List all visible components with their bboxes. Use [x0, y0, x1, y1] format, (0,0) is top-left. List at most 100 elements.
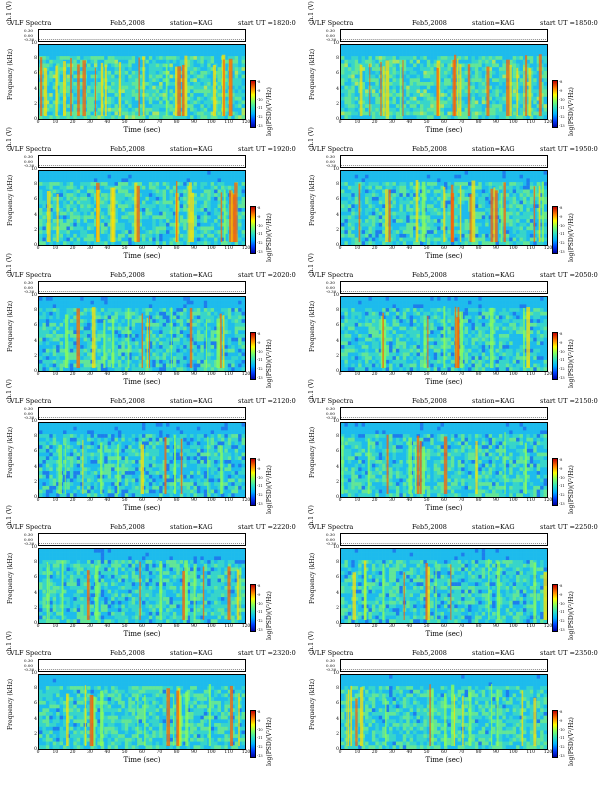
time-tick: 110	[526, 372, 535, 377]
colorbar-tick: -13	[559, 124, 565, 128]
spectral-burst	[104, 64, 107, 117]
time-ticks: 0 10 20 30 40 50 60 70 80 90 100 110 120	[339, 624, 553, 630]
spectral-burst	[176, 690, 180, 747]
colorbar-tick: -10	[257, 223, 263, 228]
colorbar-tick: -12	[559, 745, 565, 750]
frequency-tick: 8	[34, 434, 37, 440]
spectral-burst	[180, 438, 183, 495]
time-tick: 70	[156, 246, 163, 251]
spectrogram-panel: VLF Spectra Feb5,2008 station=KAG start UT …	[306, 253, 598, 393]
colorbar-ticks: -8 -9 -10 -11 -12 -13	[257, 80, 263, 128]
amplitude-axis-label: ch.1 (V)	[6, 631, 13, 655]
amplitude-ticks: 0.30 0.00 -0.30	[24, 28, 34, 43]
time-tick: 110	[224, 120, 233, 125]
spectral-burst	[462, 695, 464, 747]
spectrogram-panel: VLF Spectra Feb5,2008 station=KAG start UT …	[4, 127, 296, 267]
frequency-tick: 2	[336, 605, 339, 611]
time-tick: 40	[406, 750, 413, 755]
time-ticks: 0 10 20 30 40 50 60 70 80 90 100 110 120	[37, 246, 251, 252]
colorbar-ticks: -8 -9 -10 -11 -12 -13	[559, 584, 565, 632]
frequency-ticks: 0 2 4 6 8 10	[330, 41, 339, 122]
amplitude-tick: 0.30	[24, 154, 33, 159]
amplitude-tick: -0.30	[24, 163, 35, 169]
frequency-tick: 4	[34, 212, 37, 218]
colorbar-tick: -11	[559, 736, 565, 741]
frequency-tick: 2	[336, 479, 339, 485]
colorbar-tick: -10	[559, 475, 565, 480]
spectral-burst	[202, 566, 205, 621]
time-tick: 50	[121, 372, 128, 377]
time-axis-label: Time (sec)	[123, 756, 161, 764]
frequency-ticks: 0 2 4 6 8 10	[28, 41, 37, 122]
time-tick: 110	[224, 750, 233, 755]
colorbar-ticks: -8 -9 -10 -11 -12 -13	[257, 206, 263, 254]
spectral-burst	[95, 565, 99, 621]
spectral-burst	[419, 440, 422, 495]
frequency-tick: 10	[31, 41, 37, 46]
spectral-burst	[421, 446, 425, 495]
frequency-axis-label: Frequency (kHz)	[309, 426, 316, 478]
colorbar-tick: -13	[257, 376, 263, 380]
time-tick: 120	[543, 498, 553, 503]
colorbar-tick: -8	[559, 584, 563, 588]
amplitude-axis-label: ch.1 (V)	[308, 127, 315, 151]
amplitude-axis-label: ch.1 (V)	[308, 1, 315, 25]
spectral-burst	[523, 64, 525, 117]
colorbar-label: log(PSD)(V²/Hz)	[266, 591, 273, 640]
spectrogram-plot	[38, 296, 246, 372]
frequency-tick: 10	[333, 671, 339, 676]
time-tick: 10	[354, 750, 361, 755]
colorbar-tick: -10	[559, 349, 565, 354]
colorbar	[552, 332, 558, 380]
time-tick: 20	[69, 750, 76, 755]
colorbar-tick: -8	[559, 80, 563, 84]
frequency-tick: 0	[34, 369, 37, 374]
colorbar-tick: -10	[559, 223, 565, 228]
spectrogram-image	[341, 675, 547, 749]
colorbar-ticks: -8 -9 -10 -11 -12 -13	[559, 206, 565, 254]
spectrogram-panel: VLF Spectra Feb5,2008 station=KAG start UT …	[4, 631, 296, 771]
panel-start-time: start UT =2250:0	[540, 523, 598, 531]
time-tick: 110	[526, 246, 535, 251]
time-tick: 40	[406, 372, 413, 377]
amplitude-ticks: 0.30 0.00 -0.30	[24, 280, 34, 295]
panel-station: station=KAG	[472, 19, 515, 27]
spectral-burst	[100, 62, 104, 117]
time-tick: 60	[139, 246, 145, 251]
spectral-burst	[469, 194, 471, 243]
panel-start-time: start UT =1820:0	[238, 19, 296, 27]
panel-title: VLF Spectra	[10, 145, 52, 153]
spectral-burst	[347, 689, 350, 747]
spectrogram-plot	[38, 674, 246, 750]
colorbar-label: log(PSD)(V²/Hz)	[568, 591, 575, 640]
amplitude-tick: 0.30	[326, 658, 335, 663]
spectral-burst	[232, 194, 236, 243]
panel-date: Feb5,2008	[110, 397, 145, 405]
time-tick: 120	[543, 120, 553, 125]
spectral-burst	[457, 58, 459, 117]
frequency-tick: 6	[34, 449, 37, 455]
panel-date: Feb5,2008	[412, 523, 447, 531]
time-tick: 0	[36, 372, 40, 377]
time-ticks: 0 10 20 30 40 50 60 70 80 90 100 110 120	[37, 120, 251, 126]
time-tick: 60	[441, 372, 447, 377]
spectrogram-image	[341, 297, 547, 371]
spectral-burst	[385, 698, 387, 747]
frequency-ticks: 0 2 4 6 8 10	[28, 293, 37, 374]
spectral-burst	[421, 181, 426, 243]
time-tick: 90	[493, 246, 499, 251]
time-tick: 10	[52, 624, 59, 629]
colorbar-tick: -8	[257, 332, 261, 336]
colorbar-tick: -9	[257, 592, 261, 597]
spectral-burst	[229, 190, 232, 243]
time-tick: 120	[543, 750, 553, 755]
spectrogram-plot	[340, 422, 548, 498]
spectral-burst	[444, 693, 447, 747]
panel-start-time: start UT =1950:0	[540, 145, 598, 153]
panel-start-time: start UT =2050:0	[540, 271, 598, 279]
frequency-tick: 6	[336, 575, 339, 581]
spectral-burst	[64, 443, 66, 495]
time-tick: 10	[354, 498, 361, 503]
colorbar-label: log(PSD)(V²/Hz)	[266, 339, 273, 388]
frequency-ticks: 0 2 4 6 8 10	[330, 419, 339, 500]
